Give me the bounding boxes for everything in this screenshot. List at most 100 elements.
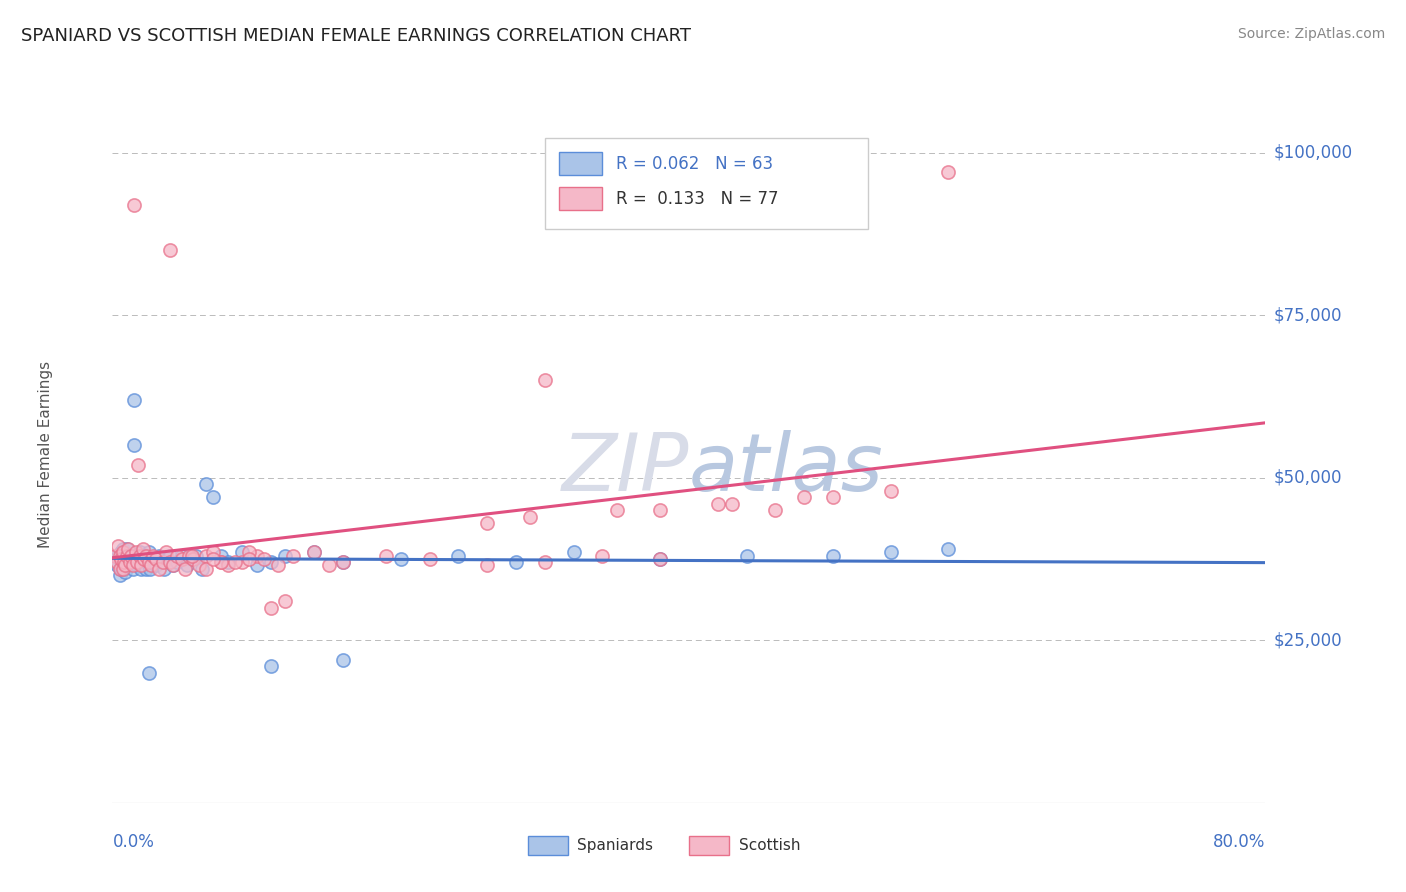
Point [231,555,253,569]
Point [606,503,628,517]
Point [177,549,200,563]
Point [202,545,225,559]
Point [114,558,136,573]
Point [121,558,143,573]
Point [127,555,149,569]
Point [209,549,232,563]
Point [721,497,744,511]
Text: atlas: atlas [689,430,884,508]
Point [332,555,354,569]
Point [217,558,239,573]
Point [245,558,267,573]
Point [180,549,202,563]
Point [389,552,412,566]
Point [332,555,354,569]
Point [562,545,585,559]
Text: $50,000: $50,000 [1274,468,1343,487]
Point [156,552,179,566]
Point [260,600,283,615]
Point [129,558,153,573]
Point [108,562,131,576]
Point [181,552,204,566]
Point [138,555,160,569]
Point [176,558,198,573]
Point [122,197,145,211]
Point [195,477,218,491]
Point [107,539,129,553]
Point [125,558,148,573]
Point [318,558,340,573]
Point [260,659,283,673]
Point [304,545,326,559]
Point [274,594,297,608]
Point [125,555,148,569]
FancyBboxPatch shape [558,153,602,175]
Point [765,503,787,517]
Point [304,545,326,559]
Point [115,542,138,557]
Point [238,552,260,566]
Point [142,549,165,563]
Point [155,545,177,559]
Point [148,549,170,563]
Point [138,665,160,680]
Point [145,552,167,566]
Point [111,542,134,557]
Point [129,562,153,576]
Point [138,545,160,559]
Point [108,549,131,563]
Point [505,555,527,569]
Point [152,555,174,569]
Point [475,516,498,531]
Point [274,549,297,563]
Point [132,552,155,566]
Point [209,555,232,569]
Point [118,549,141,563]
Point [648,552,672,566]
Point [648,552,672,566]
Point [134,549,156,563]
Point [153,562,176,576]
Point [118,555,141,569]
Point [332,653,354,667]
Point [128,549,150,563]
Point [648,503,672,517]
Text: 0.0%: 0.0% [112,833,155,851]
Point [180,552,202,566]
Point [110,562,132,576]
Point [880,545,903,559]
Point [159,549,181,563]
Point [120,549,142,563]
Point [115,555,138,569]
FancyBboxPatch shape [527,836,568,855]
FancyBboxPatch shape [558,187,602,210]
Point [195,549,218,563]
Point [821,490,844,504]
Point [124,549,146,563]
Point [111,562,134,576]
Point [202,552,225,566]
Point [936,165,959,179]
Text: Spaniards: Spaniards [576,838,654,853]
Point [191,562,214,576]
Point [245,549,267,563]
Point [108,568,131,582]
Text: R =  0.133   N = 77: R = 0.133 N = 77 [616,190,779,208]
Point [217,555,239,569]
Point [136,555,159,569]
Text: Median Female Earnings: Median Female Earnings [38,361,53,549]
Point [231,545,253,559]
Point [793,490,815,504]
Point [114,565,136,579]
Point [375,549,398,563]
Point [145,558,167,573]
Text: R = 0.062   N = 63: R = 0.062 N = 63 [616,155,773,173]
Point [533,555,555,569]
Text: 80.0%: 80.0% [1213,833,1265,851]
Point [107,549,129,563]
Point [821,549,844,563]
Point [134,552,156,566]
Point [592,549,614,563]
Point [238,545,260,559]
Point [122,392,145,407]
